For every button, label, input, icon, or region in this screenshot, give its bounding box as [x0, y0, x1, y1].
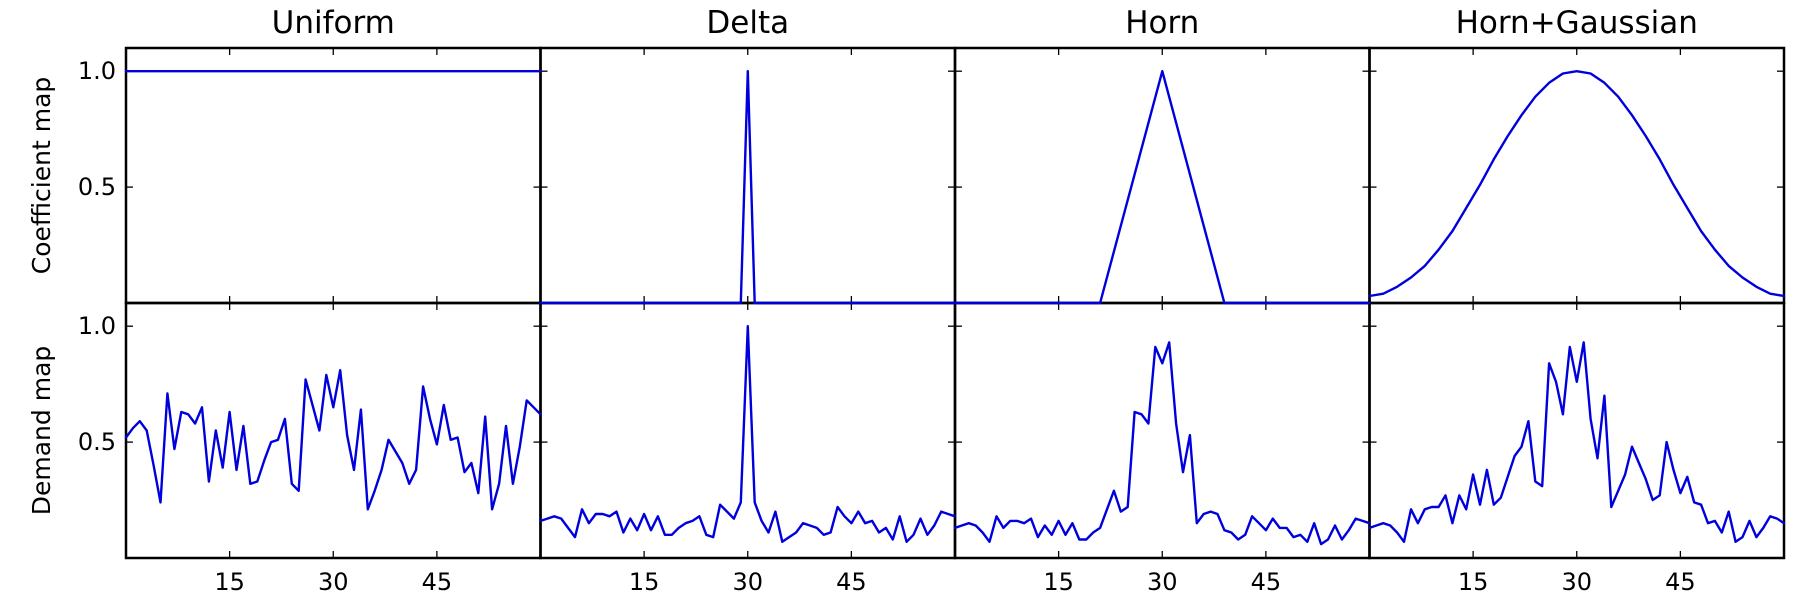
panel-frame [953, 46, 1371, 305]
panel-frame [1368, 301, 1786, 560]
series-line-r0-c3 [1368, 69, 1786, 298]
panel-r1-c0 [124, 301, 542, 560]
x-tick-label: 45 [422, 568, 453, 596]
labels-layer: Uniform Delta Horn Horn+Gaussian Coefficient… [27, 5, 1698, 596]
panel-r0-c0 [124, 46, 542, 305]
x-tick-label: 30 [318, 568, 349, 596]
y-tick-label: 0.5 [78, 173, 116, 201]
series-line-r1-c2 [953, 341, 1371, 546]
x-tick-label: 15 [629, 568, 660, 596]
series-line-r1-c3 [1368, 341, 1786, 543]
panel-frame [124, 301, 542, 560]
x-tick-label: 15 [1043, 568, 1074, 596]
y-tick-label: 1.0 [78, 57, 116, 85]
row-label: Coefficient map [27, 77, 56, 275]
x-tick-label: 30 [1147, 568, 1178, 596]
panel-r1-c3 [1368, 301, 1786, 560]
panel-r0-c2 [953, 46, 1371, 305]
x-tick-label: 45 [836, 568, 867, 596]
panel-r0-c3 [1368, 46, 1786, 305]
series-line-r0-c2 [953, 69, 1371, 305]
series-line-r1-c1 [539, 325, 957, 543]
series-line-r0-c1 [539, 69, 957, 305]
x-tick-label: 15 [1458, 568, 1489, 596]
column-title: Uniform [272, 5, 395, 41]
y-tick-label: 0.5 [78, 428, 116, 456]
x-tick-label: 30 [1561, 568, 1592, 596]
panels-layer [124, 46, 1786, 560]
panel-frame [124, 46, 542, 305]
column-title: Horn+Gaussian [1456, 5, 1698, 41]
column-title: Delta [706, 5, 789, 41]
y-tick-label: 1.0 [78, 312, 116, 340]
x-tick-label: 15 [214, 568, 245, 596]
row-label: Demand map [27, 346, 56, 516]
x-tick-label: 45 [1665, 568, 1696, 596]
panel-frame [1368, 46, 1786, 305]
x-tick-label: 45 [1251, 568, 1282, 596]
x-tick-label: 30 [732, 568, 763, 596]
series-line-r1-c0 [124, 369, 542, 511]
column-title: Horn [1125, 5, 1199, 41]
